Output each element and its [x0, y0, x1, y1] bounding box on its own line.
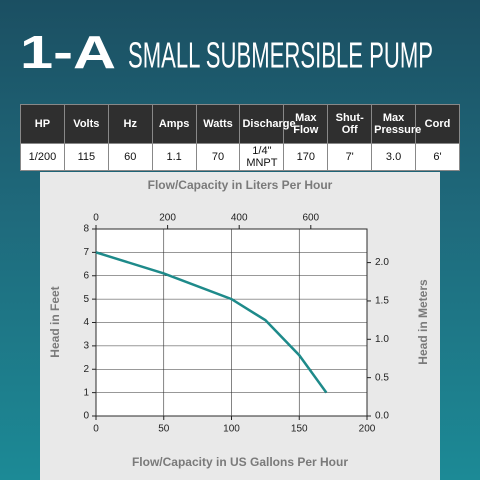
column-header: Discharge	[239, 104, 296, 144]
y-tick-label: 2	[83, 364, 89, 375]
column-header: Hz	[107, 104, 153, 144]
x2-tick-label: 400	[231, 213, 248, 224]
y2-tick-label: 1.0	[375, 334, 389, 345]
y-tick-label: 1	[83, 387, 89, 398]
table-cell: 60	[107, 143, 153, 171]
column-header: Max Pressure	[371, 104, 421, 144]
column-header: HP	[20, 104, 65, 144]
table-cell: 115	[63, 143, 109, 171]
table-cell: 70	[195, 143, 241, 171]
y-tick-label: 7	[83, 247, 89, 258]
y2-tick-label: 2.0	[375, 257, 389, 268]
y2-tick-label: 1.5	[375, 296, 389, 307]
column-header: Volts	[63, 104, 109, 144]
y-tick-label: 3	[83, 341, 89, 352]
y-tick-label: 4	[83, 317, 89, 328]
y-tick-label: 5	[83, 294, 89, 305]
column-header: Max Flow	[283, 104, 329, 144]
table-cell: 1/4" MNPT	[239, 143, 285, 171]
spec-table: HP Volts Hz Amps Watts Discharge Max Flow Shut-…	[20, 104, 460, 171]
x2-axis-title: Flow/Capacity in Liters Per Hour	[148, 178, 333, 192]
y-tick-label: 8	[83, 224, 89, 235]
table-cell: 170	[283, 143, 329, 171]
table-cell: 1.1	[151, 143, 197, 171]
column-header: Shut-Off	[327, 104, 373, 144]
table-row: 1/200 115 60 1.1 70 1/4" MNPT 170 7' 3.0 6'	[20, 143, 460, 171]
column-header: Watts	[195, 104, 241, 144]
y2-axis-title: Head in Meters	[416, 279, 430, 365]
x-tick-label: 50	[158, 424, 170, 435]
column-header: Cord	[415, 104, 460, 144]
model: 1-A	[20, 26, 116, 78]
column-header: Amps	[151, 104, 197, 144]
table-cell: 7'	[327, 143, 373, 171]
x-axis-title: Flow/Capacity in US Gallons Per Hour	[132, 455, 348, 469]
x-tick-label: 0	[93, 424, 99, 435]
y-axis-title: Head in Feet	[48, 286, 62, 357]
title: SMALL SUBMERSIBLE PUMP	[128, 35, 433, 76]
y2-tick-label: 0.0	[375, 411, 389, 422]
table-cell: 3.0	[371, 143, 417, 171]
x2-tick-label: 200	[159, 213, 176, 224]
x2-tick-label: 0	[93, 213, 99, 224]
table-cell: 1/200	[20, 143, 65, 171]
x-tick-label: 200	[359, 424, 376, 435]
y2-tick-label: 0.5	[375, 372, 389, 383]
curve	[95, 251, 328, 394]
y-tick-label: 0	[83, 411, 89, 422]
y-tick-label: 6	[83, 270, 89, 281]
x2-tick-label: 600	[302, 213, 319, 224]
x-tick-label: 150	[291, 424, 308, 435]
x-tick-label: 100	[223, 424, 240, 435]
table-cell: 6'	[415, 143, 460, 171]
